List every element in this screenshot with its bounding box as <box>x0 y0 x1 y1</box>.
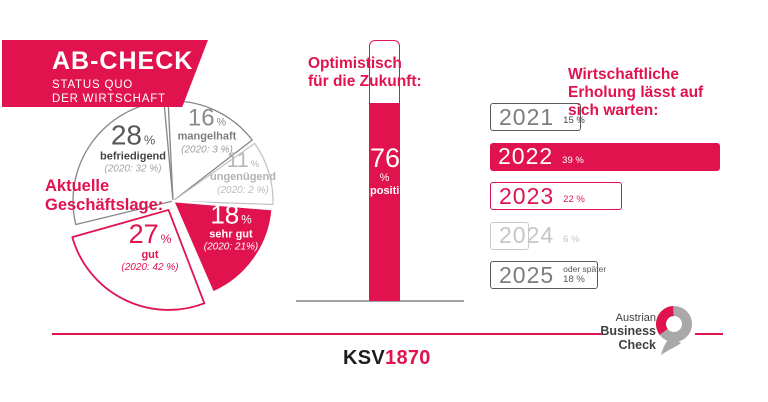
recovery-title-line-1: Wirtschaftliche <box>568 66 679 83</box>
pie-slice-sehr-gut <box>171 199 274 294</box>
recovery-bar-2021: 2021 15 % <box>490 103 585 131</box>
recovery-year-label: 2023 <box>499 182 555 209</box>
recovery-year-label: 2025 <box>499 261 555 288</box>
slice-prev-year-value: (2020: 32 %) <box>104 163 162 175</box>
slice-name: ungenügend <box>210 171 276 184</box>
future-unit: % <box>379 172 390 184</box>
recovery-year-label: 2024 <box>499 222 555 248</box>
subtitle-line-1: STATUS QUO <box>52 79 134 91</box>
pie-label-gut: 27% gut (2020: 42 %) <box>121 219 179 273</box>
pie-chart-title: Aktuelle Geschäftslage: <box>45 177 163 216</box>
subtitle-line-2: DER WIRTSCHAFT <box>52 93 166 106</box>
recovery-title-line-3: sich warten: <box>568 102 659 120</box>
recovery-title-line-2: Erholung lässt auf <box>568 84 704 102</box>
future-title-line-1: Optimistisch <box>308 55 402 72</box>
abc-icon-accent-arc <box>656 306 675 335</box>
title-banner: AB-CHECK STATUS QUO DER WIRTSCHAFT <box>2 40 208 107</box>
abc-icon-tail <box>661 336 681 355</box>
austrian-business-check-icon <box>656 306 692 355</box>
recovery-bar-2023: 2023 22 % <box>490 182 622 210</box>
recovery-chart-title: Wirtschaftliche Erholung lässt auf sich … <box>568 66 738 120</box>
slice-value: 18% <box>210 199 252 230</box>
recovery-extra-label: oder später <box>563 264 607 275</box>
slice-name: mangelhaft <box>177 131 237 144</box>
abc-label-line-2: Business <box>600 324 656 339</box>
slice-name: befriedigend <box>99 150 167 163</box>
slice-prev-year-value: (2020: 42 %) <box>121 261 179 273</box>
page-title: AB-CHECK <box>52 47 194 75</box>
pie-title-line-1: Aktuelle <box>45 177 110 195</box>
recovery-percent-label: 6 % <box>563 233 580 245</box>
recovery-bar-2022: 2022 39 % <box>490 142 720 171</box>
ksv-logo-accent-part: 1870 <box>385 347 431 369</box>
slice-name: gut <box>141 248 159 261</box>
recovery-year-label: 2022 <box>498 143 554 169</box>
pie-label-ungenuegend: 11% ungenügend (2020: 2 %) <box>210 150 276 196</box>
slice-value: 16% <box>187 104 227 132</box>
slice-value: 28% <box>110 119 156 151</box>
abc-label-line-1: Austrian <box>615 312 656 324</box>
pie-label-mangelhaft: 16% mangelhaft (2020: 3 %) <box>177 104 237 156</box>
future-bar-fill <box>370 103 399 300</box>
slice-prev-year-value: (2020: 21%) <box>203 241 259 253</box>
abc-label-line-3: Check <box>618 338 656 353</box>
future-value: 76 <box>370 143 400 173</box>
recovery-year-label: 2021 <box>499 103 555 130</box>
recovery-percent-label: 22 % <box>563 194 585 205</box>
page-subtitle: STATUS QUO DER WIRTSCHAFT <box>52 78 208 106</box>
slice-prev-year-value: (2020: 2 %) <box>217 184 269 196</box>
pie-label-sehr-gut: 18% sehr gut (2020: 21%) <box>203 199 259 253</box>
recovery-percent-label: 15 % <box>563 115 585 126</box>
future-title-line-2: für die Zukunft: <box>308 73 422 91</box>
recovery-bar-2024: 2024 6 % <box>490 221 580 250</box>
recovery-percent-label: 18 % <box>563 274 585 286</box>
pie-slice-ungenügend <box>172 142 274 206</box>
austrian-business-check-label: Austrian Business Check <box>566 312 656 352</box>
future-bar-title: Optimistisch für die Zukunft: <box>308 55 422 91</box>
pie-label-befriedigend: 28% befriedigend (2020: 32 %) <box>99 119 167 175</box>
business-situation-pie-chart <box>71 100 274 311</box>
footer-rule-left <box>52 333 601 335</box>
slice-value: 11% <box>226 149 260 173</box>
pie-slice-gut <box>71 209 206 311</box>
ksv-logo-black-part: KSV <box>343 347 386 369</box>
slice-name: sehr gut <box>209 228 253 241</box>
slice-prev-year-value: (2020: 3 %) <box>181 144 233 156</box>
future-label: positiv <box>370 185 400 197</box>
ksv1870-logo: KSV1870 <box>343 347 431 370</box>
recovery-extra-block: oder später 18 % <box>563 264 606 286</box>
footer-rule-right <box>695 333 723 335</box>
recovery-bars: 2021 15 % 2022 39 % 2023 22 % 2024 6 % 2025 oder … <box>490 103 720 301</box>
recovery-bar-2025: 2025 oder später 18 % <box>490 261 606 289</box>
recovery-percent-label: 39 % <box>562 154 584 166</box>
future-bar-value-block: 76 % positiv <box>370 145 399 197</box>
slice-value: 27% <box>128 219 172 250</box>
pie-title-line-2: Geschäftslage: <box>45 196 164 215</box>
future-optimism-bar: 76 % positiv <box>369 40 400 301</box>
